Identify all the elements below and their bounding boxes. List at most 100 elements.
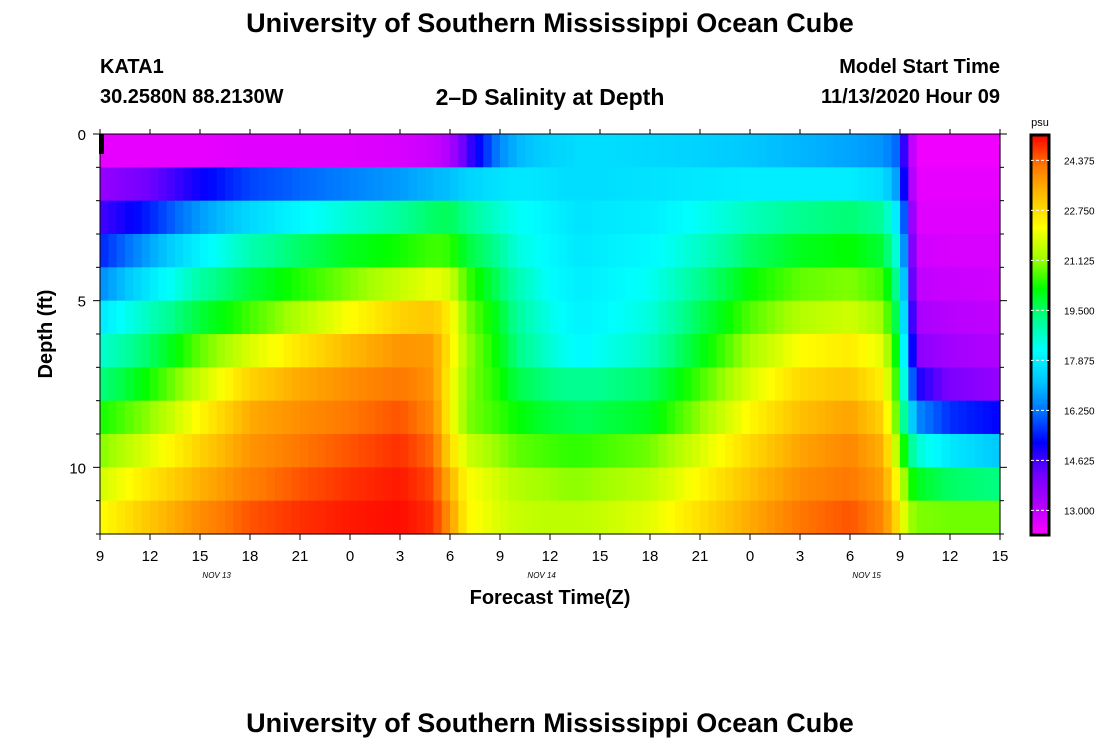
heatmap-cell (100, 334, 109, 368)
heatmap-cell (816, 400, 826, 435)
heatmap-cell (950, 467, 959, 502)
heatmap-cell (533, 134, 543, 168)
heatmap-cell (550, 467, 559, 502)
heatmap-cell (450, 134, 459, 168)
heatmap-cell (391, 167, 401, 202)
heatmap-cell (116, 467, 126, 502)
heatmap-cell (400, 200, 409, 235)
heatmap-cell (883, 400, 893, 435)
heatmap-cell (508, 434, 518, 468)
heatmap-cell (891, 500, 901, 535)
heatmap-cell (116, 267, 126, 302)
heatmap-cell (241, 167, 251, 202)
heatmap-cell (950, 400, 959, 435)
heatmap-cell (425, 267, 434, 302)
heatmap-cell (658, 367, 668, 402)
heatmap-cell (241, 300, 251, 335)
heatmap-cell (433, 467, 443, 502)
heatmap-cell (866, 334, 876, 368)
heatmap-cell (725, 167, 734, 202)
heatmap-cell (925, 500, 934, 535)
heatmap-cell (725, 200, 734, 235)
heatmap-cell (758, 334, 768, 368)
heatmap-cell (208, 267, 218, 302)
heatmap-cell (933, 300, 943, 335)
heatmap-cell (491, 300, 501, 335)
heatmap-cell (100, 467, 109, 502)
heatmap-cell (358, 400, 368, 435)
heatmap-cell (791, 200, 801, 235)
heatmap-cell (608, 234, 618, 268)
heatmap-cell (116, 434, 126, 468)
heatmap-cell (500, 300, 509, 335)
heatmap-cell (133, 200, 143, 235)
heatmap-cell (325, 367, 334, 402)
heatmap-cell (425, 200, 434, 235)
heatmap-cell (308, 400, 318, 435)
heatmap-cell (241, 500, 251, 535)
heatmap-cell (433, 167, 443, 202)
heatmap-cell (966, 200, 976, 235)
heatmap-cell (991, 367, 1001, 402)
heatmap-cell (441, 234, 451, 268)
heatmap-cell (508, 400, 518, 435)
heatmap-cell (616, 200, 626, 235)
heatmap-cell (266, 300, 276, 335)
heatmap-cell (925, 300, 934, 335)
heatmap-cell (950, 300, 959, 335)
heatmap-cell (691, 400, 701, 435)
heatmap-cell (200, 300, 209, 335)
heatmap-cell (858, 267, 868, 302)
heatmap-cell (408, 500, 418, 535)
heatmap-cell (500, 434, 509, 468)
heatmap-cell (875, 434, 884, 468)
heatmap-cell (208, 434, 218, 468)
heatmap-cell (483, 467, 493, 502)
heatmap-cell (491, 234, 501, 268)
heatmap-cell (866, 134, 876, 168)
heatmap-cell (275, 200, 284, 235)
heatmap-cell (341, 400, 351, 435)
heatmap-cell (541, 200, 551, 235)
heatmap-cell (933, 500, 943, 535)
heatmap-cell (216, 367, 226, 402)
heatmap-cell (116, 200, 126, 235)
heatmap-cell (933, 200, 943, 235)
heatmap-cell (958, 367, 968, 402)
heatmap-cell (225, 467, 234, 502)
heatmap-cell (741, 500, 751, 535)
heatmap-cell (941, 267, 951, 302)
heatmap-cell (733, 234, 743, 268)
heatmap-cell (400, 434, 409, 468)
heatmap-cell (316, 500, 326, 535)
heatmap-cell (900, 367, 909, 402)
heatmap-cell (750, 334, 759, 368)
heatmap-cell (858, 367, 868, 402)
heatmap-cell (341, 267, 351, 302)
heatmap-cell (425, 367, 434, 402)
heatmap-cell (975, 400, 984, 435)
heatmap-cell (500, 167, 509, 202)
heatmap-cell (900, 134, 909, 168)
heatmap-cell (700, 467, 709, 502)
heatmap-cell (491, 267, 501, 302)
heatmap-cell (116, 167, 126, 202)
heatmap-cell (641, 467, 651, 502)
heatmap-cell (550, 434, 559, 468)
heatmap-cell (675, 400, 684, 435)
heatmap-cell (950, 367, 959, 402)
heatmap-cell (333, 267, 343, 302)
heatmap-cell (125, 134, 134, 168)
heatmap-cell (200, 467, 209, 502)
heatmap-cell (283, 400, 293, 435)
heatmap-cell (975, 500, 984, 535)
heatmap-cell (800, 367, 809, 402)
heatmap-cell (200, 134, 209, 168)
heatmap-cell (283, 134, 293, 168)
heatmap-cell (233, 400, 243, 435)
heatmap-cell (891, 234, 901, 268)
heatmap-cell (975, 467, 984, 502)
heatmap-cell (758, 300, 768, 335)
heatmap-cell (475, 500, 484, 535)
heatmap-cell (483, 334, 493, 368)
